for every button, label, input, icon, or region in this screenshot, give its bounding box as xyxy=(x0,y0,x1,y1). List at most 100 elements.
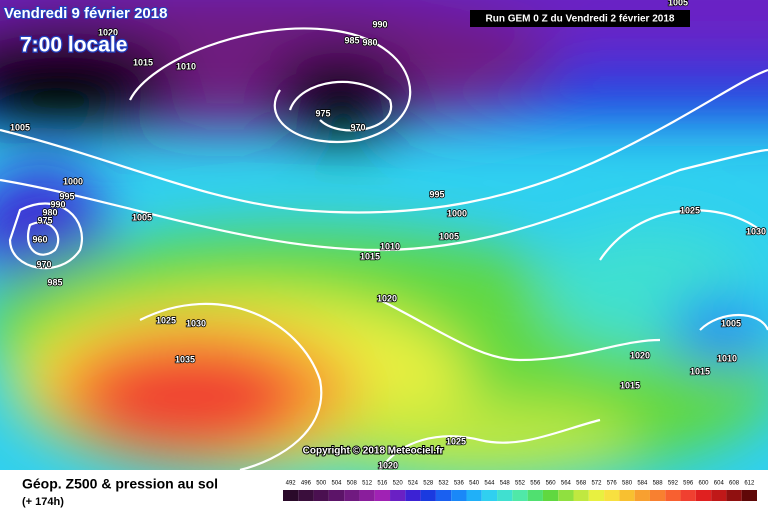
scale-label: 584 xyxy=(637,481,648,487)
isobar-label: 1015 xyxy=(690,366,710,376)
scale-label: 608 xyxy=(729,481,740,487)
scale-swatch xyxy=(451,490,467,501)
scale-swatch xyxy=(512,490,528,501)
scale-label: 516 xyxy=(377,481,388,487)
color-scale: 492 496 500 504 508 512 516 520 524 528 532 536 540 5… xyxy=(283,481,757,501)
scale-label: 496 xyxy=(301,481,312,487)
scale-label: 548 xyxy=(500,481,511,487)
scale-label: 512 xyxy=(362,481,373,487)
isobar-label: 995 xyxy=(59,191,74,201)
scale-label: 612 xyxy=(744,481,755,487)
scale-swatch xyxy=(344,490,360,501)
scale-swatch xyxy=(542,490,559,501)
scale-swatch xyxy=(420,490,436,501)
isobar-label: 1035 xyxy=(175,354,195,364)
scale-swatch xyxy=(558,490,574,501)
isobar-label: 1005 xyxy=(721,318,741,328)
scale-label: 500 xyxy=(316,481,327,487)
scale-swatch xyxy=(481,490,498,501)
scale-swatch xyxy=(634,490,650,501)
run-box xyxy=(470,10,690,27)
forecast-date: Vendredi 9 février 2018 xyxy=(4,5,167,22)
scale-swatch xyxy=(695,490,712,501)
scale-label: 600 xyxy=(698,481,709,487)
scale-label: 528 xyxy=(423,481,434,487)
scale-swatch xyxy=(711,490,727,501)
scale-label: 520 xyxy=(393,481,404,487)
scale-label: 536 xyxy=(454,481,465,487)
isobar-label: 1015 xyxy=(133,57,153,67)
scale-swatch xyxy=(359,490,375,501)
isobar-label: 1015 xyxy=(620,380,640,390)
scale-swatch xyxy=(466,490,482,501)
isobar-label: 1020 xyxy=(630,350,650,360)
scale-label: 596 xyxy=(683,481,694,487)
isobar-label: 1005 xyxy=(668,0,688,7)
scale-swatch xyxy=(374,490,391,501)
scale-swatch xyxy=(649,490,666,501)
isobar-label: 975 xyxy=(37,215,52,225)
scale-label: 564 xyxy=(561,481,572,487)
isobar-label: 1020 xyxy=(98,27,118,37)
scale-label: 532 xyxy=(439,481,450,487)
isobar-label: 1025 xyxy=(156,315,176,325)
isobar-label: 1020 xyxy=(378,460,398,470)
scale-swatch xyxy=(527,490,543,501)
scale-label: 588 xyxy=(653,481,664,487)
isobar-label: 990 xyxy=(50,199,65,209)
scale-swatch xyxy=(680,490,696,501)
scale-swatch xyxy=(497,490,513,501)
isobar-label: 990 xyxy=(372,19,387,29)
isobar-label: 1000 xyxy=(63,176,83,186)
scale-label: 544 xyxy=(484,481,495,487)
scale-label: 508 xyxy=(347,481,358,487)
isobar-label: 980 xyxy=(362,37,377,47)
isobar-label: 1025 xyxy=(680,205,700,215)
scale-swatch xyxy=(390,490,406,501)
isobar-label: 1030 xyxy=(186,318,206,328)
isobar-label: 1005 xyxy=(132,212,152,222)
isobar-label: 980 xyxy=(42,207,57,217)
isobar-label: 960 xyxy=(32,234,47,244)
map-field xyxy=(0,0,768,480)
scale-label: 576 xyxy=(607,481,618,487)
isobar-label: 975 xyxy=(315,108,330,118)
isobar-label: 1010 xyxy=(717,353,737,363)
isobar-label: 970 xyxy=(36,259,51,269)
scale-swatch xyxy=(588,490,605,501)
isobar-label: 970 xyxy=(350,122,365,132)
isobar-label: 1015 xyxy=(360,251,380,261)
isobar-label: 1000 xyxy=(447,208,467,218)
isobar-label: 985 xyxy=(47,277,62,287)
scale-label: 556 xyxy=(530,481,541,487)
isobar-label: 995 xyxy=(429,189,444,199)
isobar-label: 1005 xyxy=(10,122,30,132)
scale-label: 560 xyxy=(546,481,557,487)
isobar-label: 1005 xyxy=(439,231,459,241)
isobar-label: 1010 xyxy=(176,61,196,71)
scale-label: 540 xyxy=(469,481,480,487)
copyright: Copyright © 2018 Meteociel.fr xyxy=(303,446,444,457)
scale-swatch xyxy=(619,490,635,501)
scale-swatch xyxy=(298,490,314,501)
scale-swatch xyxy=(741,490,757,501)
scale-swatch xyxy=(665,490,681,501)
isobar-label: 1025 xyxy=(446,436,466,446)
scale-swatch xyxy=(435,490,452,501)
isobar-label: 1020 xyxy=(377,293,397,303)
scale-label: 568 xyxy=(576,481,587,487)
scale-label: 524 xyxy=(408,481,419,487)
run-info: Run GEM 0 Z du Vendredi 2 février 2018 xyxy=(486,14,675,25)
isobar-label: 985 xyxy=(344,35,359,45)
scale-swatch xyxy=(283,490,299,501)
scale-label: 592 xyxy=(668,481,679,487)
scale-swatch xyxy=(726,490,742,501)
scale-label: 492 xyxy=(286,481,297,487)
scale-label: 552 xyxy=(515,481,526,487)
footer-title: Géop. Z500 & pression au sol xyxy=(22,476,218,492)
scale-swatch xyxy=(405,490,421,501)
isobar-label: 1010 xyxy=(380,241,400,251)
scale-swatch xyxy=(328,490,345,501)
scale-label: 604 xyxy=(714,481,725,487)
